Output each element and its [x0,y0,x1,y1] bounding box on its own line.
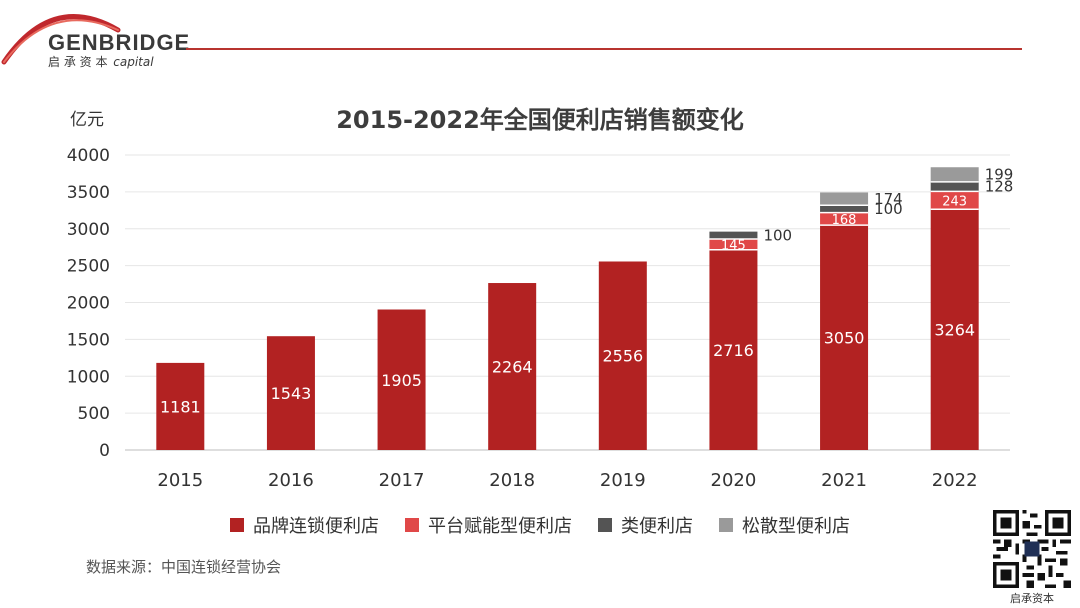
data-label: 2264 [492,358,533,377]
y-tick-label: 4000 [67,146,110,166]
qr-caption: 启承资本 [1010,592,1054,605]
brand-subtitle: 启 承 资 本 capital [48,53,154,70]
bar-segment [709,231,758,240]
legend-swatch [719,518,733,532]
data-label: 3050 [824,329,865,348]
header-rule [186,48,1022,50]
bar-segment [930,191,979,210]
y-tick-label: 2000 [67,294,110,314]
bar-segment [820,205,869,213]
data-label: 2716 [713,341,754,360]
chart-legend: 品牌连锁便利店 平台赋能型便利店 类便利店 松散型便利店 [0,512,1080,538]
bar-segment [156,362,205,450]
brand-subtitle-cn: 启 承 资 本 [48,55,108,69]
bar-segment [709,249,758,450]
y-tick-label: 2500 [67,257,110,277]
data-label: 3264 [934,321,975,340]
bar-segment [266,336,315,450]
bar-segment [488,283,537,450]
data-label: 100 [874,200,903,218]
bar-segment [820,212,869,226]
legend-swatch [230,518,244,532]
data-label: 174 [874,190,903,208]
bar-segment [820,192,869,206]
data-label: 1543 [271,384,312,403]
brand-name: GENBRIDGE [48,30,191,55]
data-label: 1905 [381,371,422,390]
legend-label: 类便利店 [621,516,693,537]
legend-item: 类便利店 [598,512,693,538]
y-tick-label: 1500 [67,330,110,350]
legend-label: 松散型便利店 [742,516,850,537]
data-label: 243 [942,194,967,209]
x-tick-label: 2020 [711,470,757,491]
data-label: 100 [763,226,792,244]
y-tick-label: 3000 [67,220,110,240]
x-tick-label: 2018 [489,470,535,491]
data-label: 145 [721,238,746,253]
legend-item: 平台赋能型便利店 [405,512,572,538]
data-label: 199 [985,166,1014,184]
data-label: 128 [985,178,1014,196]
chart-title: 2015-2022年全国便利店销售额变化 [336,106,744,134]
legend-label: 品牌连锁便利店 [253,516,379,537]
x-tick-label: 2019 [600,470,646,491]
legend-item: 品牌连锁便利店 [230,512,379,538]
y-tick-label: 3500 [67,183,110,203]
data-source-note: 数据来源：中国连锁经营协会 [86,558,282,576]
qr-code-icon[interactable] [993,510,1071,588]
bar-segment [930,181,979,192]
y-tick-label: 500 [78,404,110,424]
data-label: 168 [832,213,857,228]
data-label: 2556 [602,347,643,366]
bar-segment [930,167,979,182]
logo-arc-icon [1,14,121,65]
legend-label: 平台赋能型便利店 [428,516,572,537]
x-tick-label: 2017 [379,470,425,491]
x-tick-label: 2022 [932,470,978,491]
bar-segment [377,309,426,450]
genbridge-logo: GENBRIDGE 启 承 资 本 capital [0,0,190,72]
x-tick-label: 2021 [821,470,867,491]
bar-segment [820,225,869,450]
bar-segment [930,209,979,450]
y-tick-label: 0 [99,441,110,461]
bar-segment [709,239,758,250]
brand-subtitle-en: capital [113,55,154,69]
x-tick-label: 2016 [268,470,314,491]
stacked-bar-chart: 0 500 1000 1500 2000 2500 3000 3500 4000 1181 2015… [67,146,1014,491]
bar-segment [598,261,647,450]
legend-swatch [598,518,612,532]
x-tick-label: 2015 [157,470,203,491]
y-tick-label: 1000 [67,367,110,387]
legend-swatch [405,518,419,532]
data-label: 1181 [160,397,201,416]
y-axis-unit: 亿元 [70,110,104,130]
legend-item: 松散型便利店 [719,512,850,538]
